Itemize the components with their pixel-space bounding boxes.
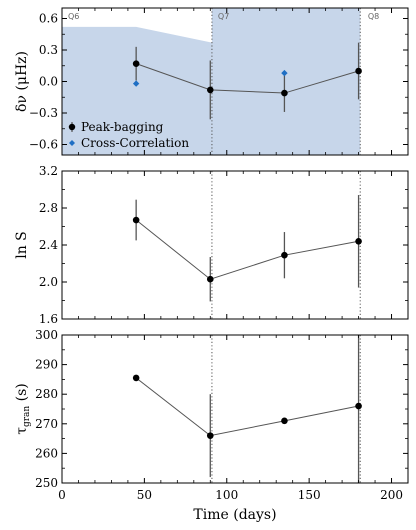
- y-tick-label: 0.3: [39, 43, 58, 57]
- x-tick-label: 100: [215, 488, 238, 502]
- legend-marker-cross-correlation: [69, 140, 75, 146]
- y-tick-label: 1.6: [39, 312, 58, 326]
- quarter-label-q6: Q6: [68, 12, 79, 21]
- series-data-0: [132, 195, 362, 302]
- x-axis-label: Time (days): [193, 507, 276, 523]
- y-tick-label: 0.6: [39, 12, 58, 26]
- quarter-label-q8: Q8: [368, 12, 379, 21]
- plot-frame: [61, 170, 409, 320]
- data-point: [132, 374, 140, 382]
- y-tick-label: 2.4: [39, 238, 58, 252]
- series-data-0: [132, 335, 362, 483]
- data-point: [281, 417, 288, 425]
- legend: Peak-bagging Cross-Correlation: [68, 120, 189, 150]
- x-tick-label: 150: [298, 488, 321, 502]
- y-tick-label: 290: [35, 358, 58, 372]
- y-axis-label: ln S: [14, 231, 30, 259]
- y-tick-label: 2.0: [39, 275, 58, 289]
- y-tick-label: 270: [35, 417, 58, 431]
- data-point: [281, 89, 288, 97]
- y-tick-label: 0.0: [39, 75, 58, 89]
- legend-label-peak-bagging: Peak-bagging: [81, 120, 164, 134]
- data-point: [355, 67, 362, 75]
- x-tick-label: 50: [137, 488, 152, 502]
- data-point: [355, 238, 362, 245]
- data-point: [355, 402, 362, 410]
- data-point: [206, 275, 214, 283]
- data-point: [206, 432, 214, 439]
- legend-marker-peak-bagging: [68, 123, 76, 131]
- plot-frame: [61, 334, 409, 484]
- series-line: [135, 219, 359, 280]
- data-point: [206, 86, 214, 94]
- panel-middle: 3.2 2.8 2.4 2.0 1.6 ln S: [14, 164, 409, 326]
- y-tick-label: −0.3: [29, 106, 58, 120]
- uncertainty-band: [62, 8, 361, 155]
- data-point: [132, 80, 140, 87]
- data-point: [132, 216, 140, 224]
- y-tick-label: 3.2: [39, 164, 58, 178]
- data-point: [281, 69, 288, 77]
- x-tick-label: 200: [380, 488, 403, 502]
- data-point: [281, 251, 288, 259]
- quarter-label-q7: Q7: [218, 12, 229, 21]
- x-tick-label: 0: [58, 488, 66, 502]
- y-tick-label: 280: [35, 387, 58, 401]
- y-tick-label: 300: [35, 328, 58, 342]
- series-line: [135, 63, 359, 94]
- legend-label-cross-correlation: Cross-Correlation: [81, 136, 189, 150]
- y-axis-label: δν (μHz): [14, 51, 30, 112]
- series-cross-correlation: [132, 69, 288, 87]
- series-peak-bagging: [132, 42, 362, 120]
- y-axis-label: τgran (s): [14, 383, 32, 435]
- y-tick-label: 2.8: [39, 201, 58, 215]
- y-tick-label: 250: [35, 476, 58, 490]
- series-line: [135, 377, 359, 437]
- y-tick-label: −0.6: [29, 138, 58, 152]
- y-tick-label: 260: [35, 446, 58, 460]
- panels: Q6 Q7 Q8 0.6 0.3 0.0 −0.3 −0.6 δν (μHz) Peak-bagg…: [14, 7, 409, 523]
- panel-top: Q6 Q7 Q8 0.6 0.3 0.0 −0.3 −0.6 δν (μHz) Peak-bagg…: [14, 7, 409, 156]
- data-point: [132, 60, 140, 67]
